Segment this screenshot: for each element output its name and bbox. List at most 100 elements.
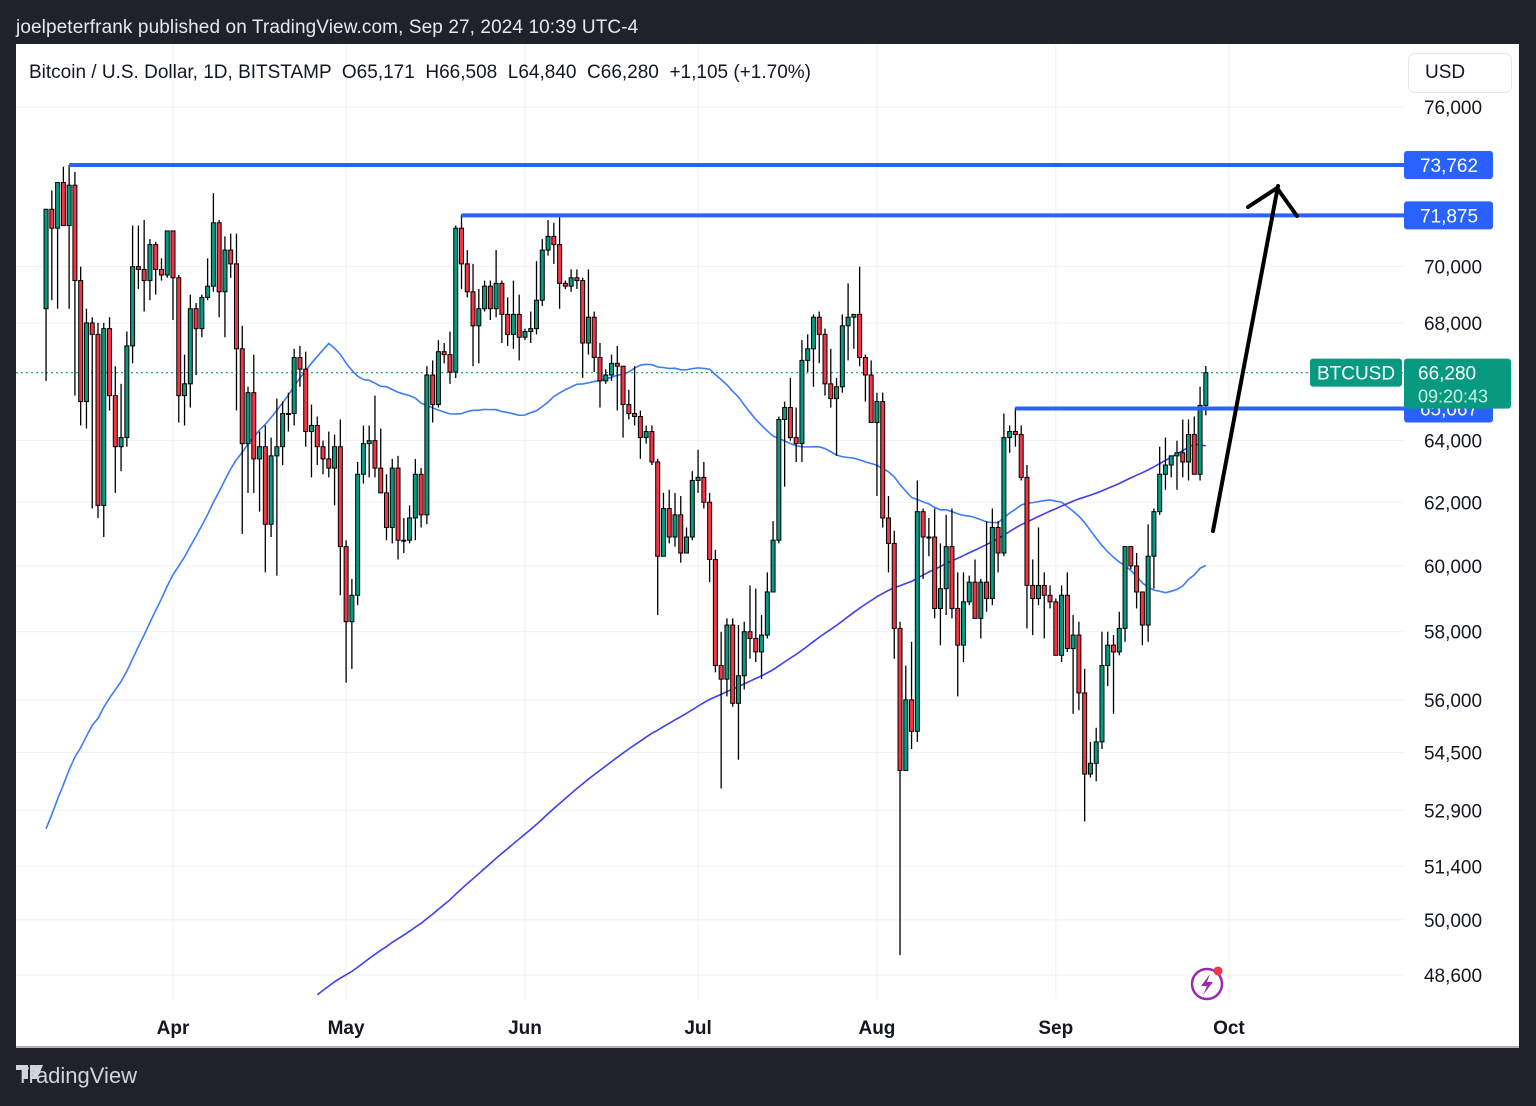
candle-body: [459, 227, 464, 265]
candle-body: [332, 446, 338, 469]
candle-body: [741, 631, 747, 677]
x-axis-label: Aug: [858, 1018, 895, 1039]
candle-body: [233, 263, 239, 350]
candle-body: [158, 268, 164, 276]
candlestick-chart[interactable]: Apr May Jun Jul Aug Sep Oct 76,000 70,000 68,000 6…: [16, 44, 1519, 1048]
candle-body: [949, 546, 955, 609]
candle-body: [72, 184, 78, 282]
candle-body: [1111, 644, 1117, 653]
candle-body: [470, 291, 476, 327]
candle-body: [245, 392, 251, 445]
candle-body: [816, 316, 822, 335]
candle-body: [539, 249, 545, 301]
candle-body: [793, 437, 799, 445]
candle-body: [1162, 464, 1168, 475]
candle-body: [257, 446, 263, 460]
candle-body: [597, 356, 603, 382]
candle-body: [937, 588, 943, 609]
candle-body: [522, 331, 528, 338]
lightning-bolt: [1201, 974, 1213, 995]
tradingview-logo-icon: [16, 1065, 43, 1079]
candle-body: [972, 581, 978, 619]
candle-body: [643, 431, 649, 439]
candle-body: [1076, 634, 1082, 694]
ohlc-low: L64,840: [507, 62, 577, 83]
candle-body: [759, 634, 765, 653]
y-axis-label: 51,400: [1424, 857, 1482, 878]
candle-body: [1186, 434, 1192, 463]
candle-body: [308, 425, 314, 433]
candle-body: [326, 458, 332, 469]
candle-body: [349, 594, 355, 623]
candle-body: [1145, 555, 1151, 626]
candle-body: [464, 263, 470, 293]
candle-body: [718, 664, 724, 680]
candle-body: [776, 419, 782, 541]
candle-body: [499, 282, 505, 315]
candle-body: [182, 383, 188, 397]
candle-body: [222, 249, 228, 293]
candle-body: [441, 351, 447, 356]
candle-body: [1180, 452, 1186, 463]
candle-body: [926, 536, 932, 539]
candle-body: [978, 581, 984, 619]
candle-body: [845, 316, 851, 327]
candle-body: [262, 446, 268, 525]
symbol-price-tag: [1310, 358, 1402, 387]
candle-body: [487, 285, 493, 310]
candle-body: [355, 473, 361, 596]
y-axis-label: 50,000: [1424, 911, 1482, 932]
candle-body: [885, 517, 891, 544]
candle-body: [453, 227, 459, 373]
candle-body: [107, 328, 113, 397]
candle-body: [1168, 455, 1174, 466]
candle-body: [95, 333, 101, 506]
candle-body: [989, 526, 995, 600]
candle-body: [609, 362, 615, 376]
tradingview-footer: TradingView: [16, 1063, 137, 1089]
candle-body: [395, 467, 401, 541]
candle-body: [89, 322, 95, 335]
candle-body: [724, 624, 730, 680]
candle-body: [343, 546, 349, 623]
candle-body: [1007, 431, 1013, 439]
candle-body: [620, 365, 626, 406]
candle-body: [580, 280, 586, 344]
candle-body: [557, 244, 563, 284]
candle-body: [505, 313, 511, 335]
candle-body: [412, 473, 418, 519]
candle-body: [1041, 584, 1047, 596]
candle-body: [407, 517, 413, 541]
candle-body: [101, 328, 107, 506]
y-axis-label: 52,900: [1424, 801, 1482, 822]
x-axis-label: May: [328, 1018, 365, 1039]
candle-body: [516, 313, 522, 338]
candle-body: [274, 446, 280, 457]
candle-body: [528, 328, 534, 333]
candle-body: [1036, 584, 1041, 600]
last-price-text: 66,280: [1418, 364, 1476, 385]
candle-body: [199, 296, 205, 330]
candle-body: [78, 280, 84, 403]
candle-body: [285, 413, 291, 416]
candle-body: [897, 627, 903, 771]
x-axis-label: Apr: [157, 1018, 190, 1039]
chart-panel[interactable]: Apr May Jun Jul Aug Sep Oct 76,000 70,000 68,000 6…: [16, 44, 1519, 1048]
y-axis-label: 54,500: [1424, 744, 1482, 765]
candle-body: [291, 356, 297, 415]
candle-body: [1030, 584, 1036, 600]
candle-body: [851, 313, 857, 318]
currency-button[interactable]: USD: [1408, 53, 1512, 93]
candle-body: [568, 277, 574, 287]
candle-body: [43, 208, 49, 310]
candle-body: [1203, 372, 1209, 406]
candle-body: [1087, 762, 1093, 775]
arrow-head: [1246, 186, 1299, 218]
symbol-title[interactable]: Bitcoin / U.S. Dollar, 1D, BITSTAMP: [29, 62, 332, 83]
candle-body: [868, 374, 874, 424]
candle-body: [118, 437, 124, 448]
level-price-text: 71,875: [1420, 206, 1478, 227]
candle-body: [874, 401, 880, 424]
candle-body: [482, 285, 488, 310]
candle-body: [210, 222, 216, 287]
